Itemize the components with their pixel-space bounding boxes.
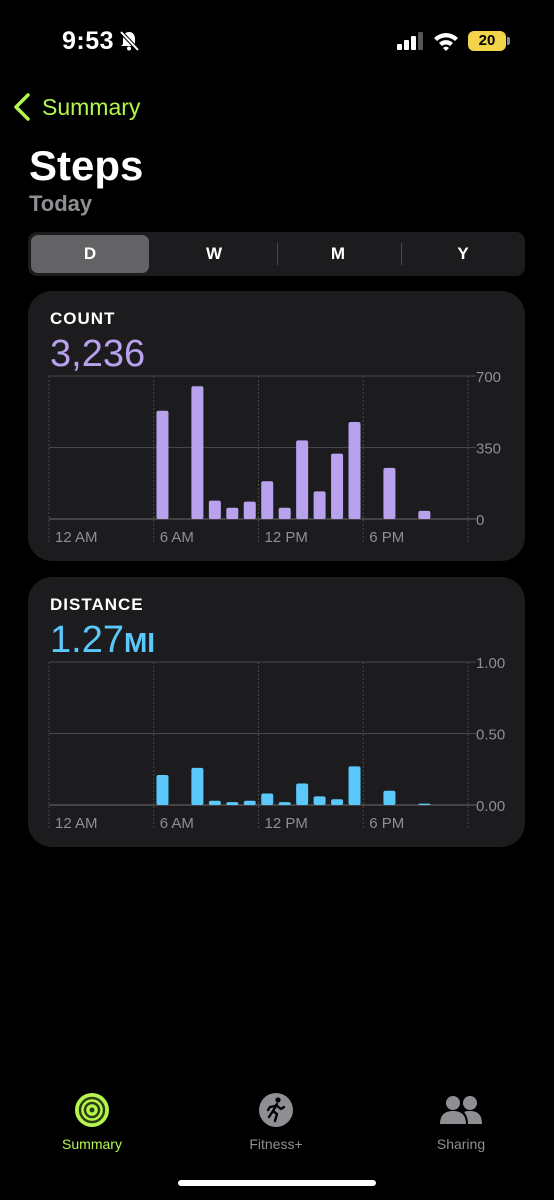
people-icon [440, 1096, 482, 1124]
count-chart: 0 350 700 12 AM 6 AM 12 PM 6 PM [48, 369, 501, 546]
activity-rings-icon [75, 1093, 109, 1127]
x-tick-label: 6 AM [160, 529, 194, 546]
segment-month[interactable]: M [330, 244, 346, 263]
page-title: Steps [29, 142, 144, 189]
chart-bar [313, 796, 326, 805]
time-range-segmented-control: D W M Y [28, 232, 525, 276]
tab-summary-label: Summary [62, 1136, 122, 1152]
x-tick-label: 6 AM [160, 815, 194, 832]
battery-indicator: 20 [468, 31, 506, 51]
back-button[interactable]: Summary [12, 90, 140, 124]
segment-day[interactable]: D [31, 235, 149, 273]
status-bar: 9:53 20 [0, 0, 554, 80]
chart-bar [208, 500, 221, 519]
chart-bar [226, 507, 239, 519]
chevron-left-icon [14, 93, 30, 121]
count-card[interactable]: COUNT 3,236 0 350 700 12 AM 6 AM 12 PM 6 PM [28, 291, 525, 561]
chart-bar [156, 410, 169, 519]
silent-bell-icon [119, 30, 140, 52]
distance-label: DISTANCE [50, 595, 144, 614]
distance-card[interactable]: DISTANCE 1.27MI 0.00 0.50 1.00 12 AM 6 AM 12 … [28, 577, 525, 847]
chart-bar [296, 783, 309, 805]
tab-fitness-plus-label: Fitness+ [249, 1136, 303, 1152]
chart-bar [348, 766, 361, 805]
page-subtitle: Today [29, 191, 93, 216]
x-tick-label: 12 PM [265, 529, 308, 546]
count-value: 3,236 [50, 333, 146, 375]
y-tick-label: 1.00 [476, 655, 505, 672]
chart-bar [383, 790, 396, 805]
segment-divider [401, 243, 402, 265]
segment-week[interactable]: W [205, 244, 223, 263]
running-figure-icon [259, 1093, 293, 1127]
y-tick-label: 350 [476, 441, 501, 458]
count-label: COUNT [50, 309, 116, 328]
chart-bar [313, 491, 326, 519]
tab-sharing-label: Sharing [436, 1136, 486, 1152]
back-button-label: Summary [42, 93, 141, 120]
chart-bar [156, 774, 169, 805]
segment-year[interactable]: Y [457, 244, 469, 263]
x-tick-label: 6 PM [369, 529, 404, 546]
x-tick-label: 12 PM [265, 815, 308, 832]
chart-bar [191, 386, 204, 519]
distance-number: 1.27 [50, 619, 124, 661]
chart-bar [278, 802, 291, 805]
chart-bar [243, 501, 256, 519]
chart-bar [261, 793, 274, 805]
chart-bar [331, 799, 344, 805]
segment-divider [277, 243, 278, 265]
tab-summary[interactable]: Summary [22, 1092, 162, 1152]
x-tick-label: 12 AM [55, 815, 98, 832]
chart-bar [191, 767, 204, 805]
chart-bar [418, 803, 431, 805]
distance-chart: 0.00 0.50 1.00 12 AM 6 AM 12 PM 6 PM [48, 655, 505, 832]
x-tick-label: 6 PM [369, 815, 404, 832]
chart-bar [278, 507, 291, 519]
distance-value: 1.27MI [50, 619, 155, 662]
tab-sharing[interactable]: Sharing [391, 1092, 531, 1152]
chart-bar [348, 421, 361, 519]
tab-fitness-plus[interactable]: Fitness+ [206, 1092, 346, 1152]
battery-tip [507, 37, 510, 45]
wifi-icon [434, 33, 458, 51]
chart-bar [226, 802, 239, 805]
distance-unit: MI [123, 627, 156, 658]
chart-bar [261, 481, 274, 519]
chart-bar [418, 510, 431, 519]
home-indicator [178, 1180, 376, 1186]
y-tick-label: 700 [476, 369, 501, 386]
chart-bar [243, 800, 256, 805]
chart-bar [208, 800, 221, 805]
x-tick-label: 12 AM [55, 529, 98, 546]
chart-bar [296, 440, 309, 519]
y-tick-label: 0 [476, 512, 484, 529]
y-tick-label: 0.00 [476, 798, 505, 815]
status-time: 9:53 [62, 27, 115, 55]
cellular-signal-icon [397, 32, 423, 50]
chart-bar [331, 453, 344, 519]
chart-bar [383, 467, 396, 519]
y-tick-label: 0.50 [476, 727, 505, 744]
